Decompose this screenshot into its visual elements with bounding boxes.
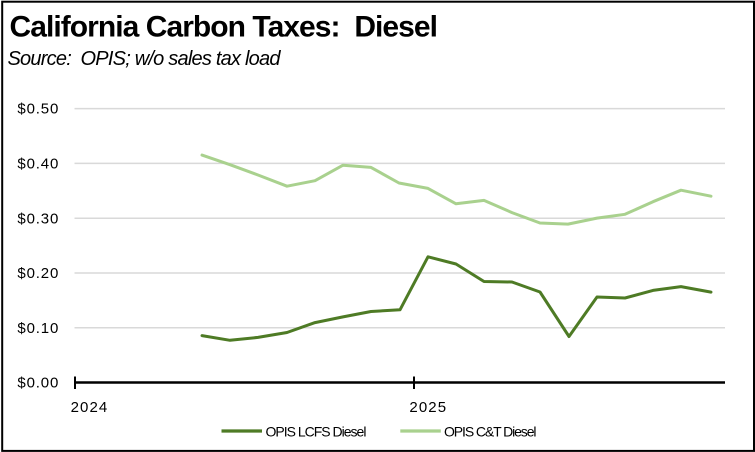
svg-text:OPIS C&T Diesel: OPIS C&T Diesel [444, 423, 536, 439]
svg-text:$0.50: $0.50 [17, 101, 59, 118]
svg-text:$0.30: $0.30 [17, 210, 59, 227]
svg-text:OPIS LCFS Diesel: OPIS LCFS Diesel [266, 423, 367, 439]
svg-text:$0.10: $0.10 [17, 320, 59, 337]
svg-text:2024: 2024 [71, 399, 109, 416]
svg-text:California Carbon Taxes: Dies: California Carbon Taxes: Diesel [10, 11, 438, 44]
svg-text:$0.20: $0.20 [17, 265, 59, 282]
svg-text:$0.40: $0.40 [17, 156, 59, 173]
svg-text:2025: 2025 [409, 399, 447, 416]
svg-text:$0.00: $0.00 [17, 375, 59, 392]
svg-text:Source: OPIS; w/o sales tax l: Source: OPIS; w/o sales tax load [8, 48, 282, 70]
